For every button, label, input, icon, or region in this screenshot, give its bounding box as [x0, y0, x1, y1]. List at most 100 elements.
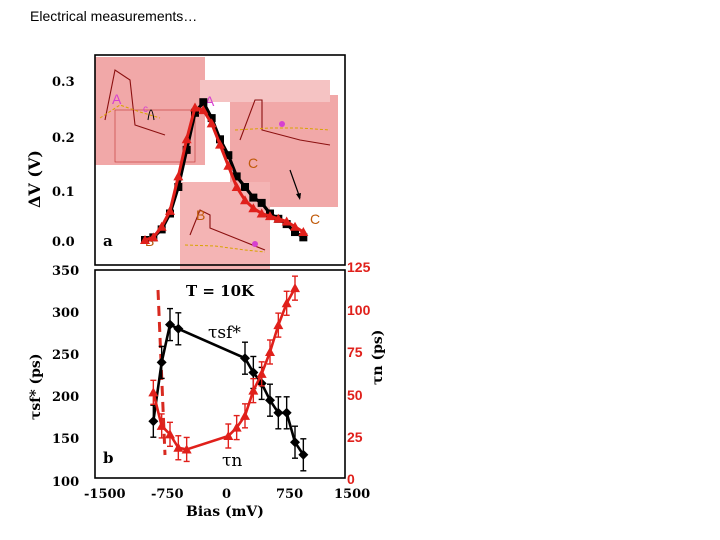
ylabel-a: ΔV (V) — [25, 150, 44, 208]
point-tausf — [173, 323, 184, 334]
slide-title: Electrical measurements… — [30, 8, 198, 24]
point-a-red — [265, 211, 275, 221]
ytick-b-5: 350 — [52, 264, 79, 279]
point-taun — [281, 298, 292, 308]
panel-b-title: T = 10K — [186, 282, 255, 300]
point-tausf — [248, 367, 259, 378]
y2tick-b-4: 100 — [347, 302, 371, 318]
point-a-red — [281, 216, 292, 226]
panel-label-b: b — [103, 449, 114, 467]
point-tausf — [148, 416, 159, 427]
point-taun — [156, 420, 167, 430]
ytick-a-3: 0.3 — [52, 75, 75, 90]
point-a-red — [298, 227, 309, 237]
point-taun — [181, 444, 192, 454]
inset-frame — [114, 109, 196, 163]
point-tausf — [156, 357, 167, 368]
y2tick-b-0: 0 — [347, 471, 355, 487]
point-a-red — [256, 208, 267, 218]
xtick-3: 750 — [276, 487, 303, 502]
series-line-taun — [152, 287, 297, 451]
point-taun — [248, 385, 259, 395]
point-a-red — [248, 203, 259, 213]
marker-dot-b — [252, 241, 258, 247]
point-taun — [165, 429, 175, 439]
y2tick-b-5: 125 — [347, 259, 371, 275]
panel-a-frame — [94, 54, 346, 266]
inset-traces — [99, 69, 331, 253]
point-a-red — [140, 235, 150, 244]
point-a-black — [291, 228, 299, 237]
ytick-a-0: 0.0 — [52, 235, 75, 250]
point-a-red — [173, 171, 184, 181]
point-taun — [231, 422, 242, 432]
point-a-black — [224, 151, 233, 160]
xtick-1: -750 — [151, 487, 184, 502]
point-a-black — [216, 135, 224, 144]
point-tausf — [165, 319, 175, 330]
point-taun — [173, 442, 184, 452]
xtick-4: 1500 — [334, 487, 370, 502]
ytick-b-3: 250 — [52, 348, 79, 363]
point-a-black — [182, 145, 191, 154]
series-label-tausf: τsf* — [208, 323, 241, 343]
point-tausf — [298, 449, 309, 460]
annotation-C: C — [310, 211, 320, 227]
annotation-c-small: c — [143, 104, 148, 115]
point-tausf — [240, 353, 250, 364]
point-taun — [240, 410, 250, 420]
point-taun — [273, 320, 284, 330]
point-a-red — [223, 160, 234, 170]
y2tick-b-1: 25 — [347, 429, 363, 445]
point-tausf — [281, 407, 292, 418]
point-a-red — [148, 232, 159, 242]
annotation-C-inset: C — [248, 155, 258, 171]
point-a-black — [174, 183, 183, 191]
annotation-A-peak: A — [205, 93, 215, 109]
ytick-b-2: 200 — [52, 390, 79, 405]
point-a-red — [273, 213, 284, 223]
point-a-red — [156, 221, 167, 231]
point-taun — [256, 368, 267, 378]
point-a-red — [165, 205, 175, 215]
ytick-a-1: 0.1 — [52, 185, 75, 200]
point-a-red — [215, 139, 225, 149]
point-taun — [290, 283, 300, 293]
series-label-taun: τn — [222, 451, 242, 471]
point-a-black — [249, 193, 258, 202]
point-a-black — [257, 198, 266, 207]
y2label-b: τn (ps) — [370, 330, 386, 385]
ytick-b-0: 100 — [52, 475, 79, 490]
xlabel-b: Bias (mV) — [186, 504, 264, 520]
point-a-red — [240, 195, 250, 205]
xtick-0: -1500 — [84, 487, 126, 502]
point-a-red — [206, 118, 217, 128]
point-a-red — [198, 105, 209, 115]
point-a-red — [290, 221, 300, 231]
point-tausf — [265, 395, 275, 406]
panel-label-a: a — [103, 232, 113, 250]
y2tick-b-3: 75 — [347, 344, 363, 360]
ytick-a-2: 0.2 — [52, 131, 75, 146]
point-a-black — [207, 114, 216, 123]
point-a-black — [199, 98, 208, 107]
y2tick-b-2: 50 — [347, 387, 363, 403]
xtick-2: 0 — [222, 487, 231, 502]
point-tausf — [290, 437, 300, 448]
panel-b-frame — [94, 269, 346, 479]
marker-dot-c — [279, 121, 285, 127]
point-a-red — [181, 134, 192, 144]
point-a-black — [299, 233, 308, 242]
series-line-tausf — [152, 322, 305, 456]
point-taun — [223, 431, 234, 440]
point-a-red — [190, 102, 200, 112]
point-tausf — [273, 407, 284, 418]
point-a-black — [241, 183, 249, 191]
point-a-black — [232, 172, 241, 181]
ytick-b-4: 300 — [52, 306, 79, 321]
annotation-A-left: A — [112, 91, 122, 107]
inset-band — [200, 80, 330, 102]
ylabel-b: τsf* (ps) — [28, 354, 44, 420]
ytick-b-1: 150 — [52, 432, 79, 447]
